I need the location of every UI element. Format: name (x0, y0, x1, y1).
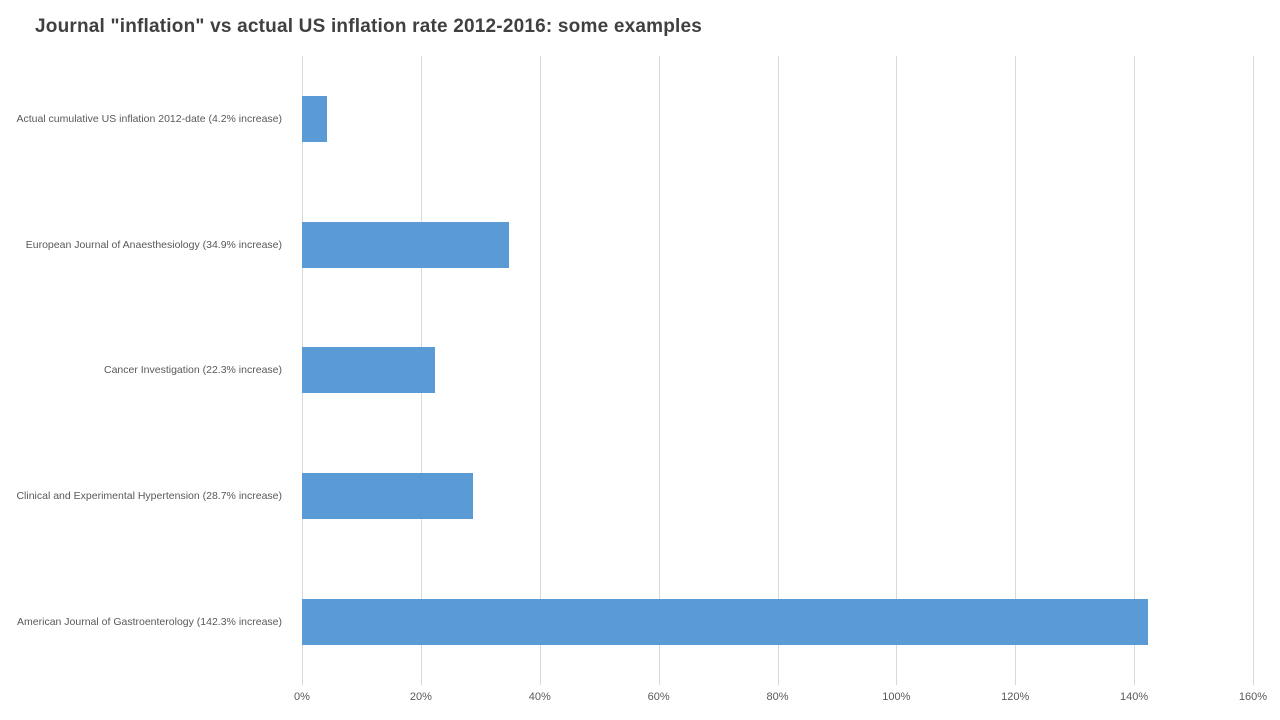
category-band: Cancer Investigation (22.3% increase) (0, 308, 292, 434)
category-band: Actual cumulative US inflation 2012-date… (0, 56, 292, 182)
bar-row (302, 308, 1253, 434)
gridline (658, 56, 660, 685)
category-label: European Journal of Anaesthesiology (34.… (25, 238, 282, 251)
x-axis: 0% 20% 40% 60% 80% 100% 120% 140% 160% (294, 691, 1267, 711)
x-tick-label: 140% (1120, 691, 1149, 703)
x-tick-label: 40% (528, 691, 551, 703)
bar-row (302, 559, 1253, 685)
category-band: American Journal of Gastroenterology (14… (0, 559, 292, 685)
bar-row (302, 56, 1253, 182)
bar (302, 95, 327, 142)
category-band: European Journal of Anaesthesiology (34.… (0, 182, 292, 308)
category-label: Clinical and Experimental Hypertension (… (16, 490, 282, 503)
bar-row (302, 433, 1253, 559)
bar-row (302, 182, 1253, 308)
x-tick-label: 100% (882, 691, 911, 703)
x-tick-label: 0% (294, 691, 310, 703)
bar (302, 473, 473, 520)
gridline (1134, 56, 1136, 685)
bar (302, 347, 435, 394)
gridline (896, 56, 898, 685)
bar (302, 221, 510, 268)
x-tick-label: 160% (1238, 691, 1268, 703)
category-axis: Actual cumulative US inflation 2012-date… (0, 56, 292, 685)
category-label: American Journal of Gastroenterology (14… (17, 616, 282, 629)
category-label: Actual cumulative US inflation 2012-date… (16, 112, 282, 125)
gridline (777, 56, 779, 685)
plot-area (302, 56, 1254, 685)
gridline (1015, 56, 1017, 685)
category-label: Cancer Investigation (22.3% increase) (103, 364, 282, 377)
category-band: Clinical and Experimental Hypertension (… (0, 433, 292, 559)
x-tick-label: 20% (409, 691, 432, 703)
bar-series (302, 56, 1253, 685)
gridline (539, 56, 541, 685)
chart-title: Journal "inflation" vs actual US inflati… (35, 16, 703, 37)
x-tick-label: 60% (647, 691, 670, 703)
x-tick-label: 80% (766, 691, 789, 703)
x-tick-label: 120% (1001, 691, 1030, 703)
bar (302, 599, 1148, 646)
gridline (1253, 56, 1254, 685)
